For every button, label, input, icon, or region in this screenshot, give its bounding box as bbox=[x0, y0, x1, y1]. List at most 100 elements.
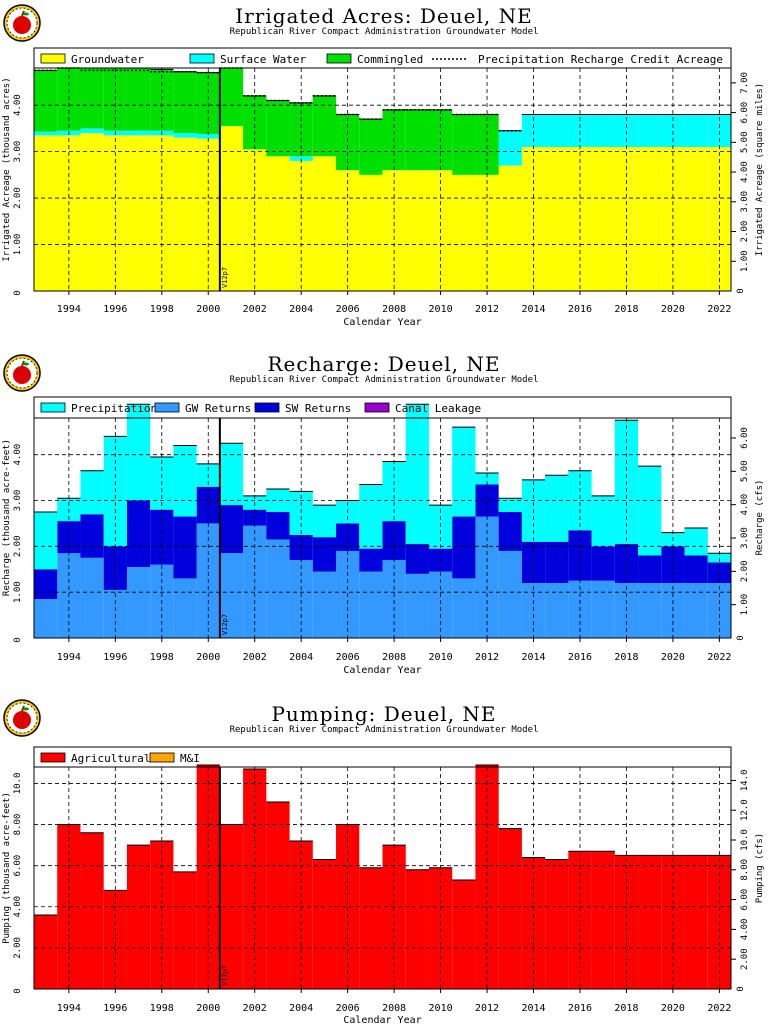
y-tick-label: 8.00 bbox=[13, 814, 23, 836]
y-right-tick-label: 3.00 bbox=[740, 527, 750, 549]
x-tick-label: 2016 bbox=[568, 304, 592, 315]
y-tick-label: 10.0 bbox=[13, 773, 23, 795]
x-axis-label: Calendar Year bbox=[343, 1015, 421, 1024]
x-axis-label: Calendar Year bbox=[343, 665, 421, 676]
bar-gw-returns bbox=[638, 583, 662, 638]
x-tick-label: 1998 bbox=[150, 1003, 174, 1014]
bar-sw-returns bbox=[614, 544, 639, 583]
x-tick-label: 2008 bbox=[382, 1003, 406, 1014]
x-tick-label: 2000 bbox=[196, 1003, 220, 1014]
x-tick-label: 1994 bbox=[57, 652, 81, 663]
y-tick-label: 4.00 bbox=[13, 444, 23, 466]
bar-gw-returns bbox=[591, 580, 615, 638]
chart-title: Irrigated Acres: Deuel, NE bbox=[235, 4, 533, 28]
bar-agricultural bbox=[80, 832, 104, 989]
y-tick-label: 2.00 bbox=[13, 187, 23, 209]
legend-swatch bbox=[40, 752, 66, 763]
bar-commingled bbox=[266, 100, 290, 157]
x-tick-label: 1996 bbox=[103, 652, 127, 663]
x-tick-label: 2020 bbox=[661, 652, 685, 663]
bar-precipitation bbox=[359, 484, 383, 549]
y-right-tick-label: 2.00 bbox=[740, 221, 750, 243]
bar-sw-returns bbox=[312, 537, 337, 572]
version-marker-label: V12p7 bbox=[221, 614, 229, 635]
bar-precipitation bbox=[126, 404, 151, 501]
bar-gw-returns bbox=[359, 571, 383, 638]
y-right-tick-label: 5.00 bbox=[740, 131, 750, 153]
bar-agricultural bbox=[103, 890, 127, 989]
bar-agricultural bbox=[638, 855, 662, 989]
bar-sw-returns bbox=[219, 505, 244, 554]
bar-commingled bbox=[173, 71, 197, 134]
y-tick-label: 6.00 bbox=[13, 855, 23, 877]
legend-label: GW Returns bbox=[185, 402, 251, 415]
x-tick-label: 2004 bbox=[289, 652, 313, 663]
bar-surface-water bbox=[614, 114, 639, 147]
bar-sw-returns bbox=[126, 500, 151, 567]
y-right-tick-label: 10.0 bbox=[740, 829, 750, 851]
bar-precipitation bbox=[266, 489, 290, 512]
irrigated-acres-chart: V12p7 Groundwater Surface Water Commingled P… bbox=[2, 47, 765, 328]
version-marker-label: V12p7 bbox=[221, 267, 229, 288]
x-tick-label: 2006 bbox=[336, 652, 360, 663]
x-tick-label: 1998 bbox=[150, 304, 174, 315]
y-right-tick-label: 3.00 bbox=[740, 191, 750, 213]
bar-sw-returns bbox=[684, 555, 708, 583]
bar-agricultural bbox=[266, 801, 290, 989]
bar-sw-returns bbox=[359, 548, 383, 572]
bar-surface-water bbox=[568, 114, 592, 147]
x-tick-label: 2020 bbox=[661, 1003, 685, 1014]
bar-sw-returns bbox=[591, 546, 615, 581]
chart-title: Pumping: Deuel, NE bbox=[271, 702, 497, 726]
legend-swatch bbox=[40, 402, 66, 413]
y-right-axis-label: Pumping (cfs) bbox=[755, 833, 765, 903]
bar-gw-returns bbox=[475, 516, 499, 638]
x-tick-label: 2018 bbox=[614, 652, 638, 663]
bar-groundwater bbox=[498, 165, 522, 291]
y-right-tick-label: 4.00 bbox=[740, 494, 750, 516]
bar-gw-returns bbox=[428, 571, 453, 638]
bar-groundwater bbox=[243, 149, 267, 291]
x-tick-label: 2006 bbox=[336, 1003, 360, 1014]
bar-groundwater bbox=[34, 135, 58, 291]
plot-frame bbox=[33, 396, 732, 639]
y-right-tick-label: 6.00 bbox=[740, 427, 750, 449]
bar-surface-water bbox=[684, 114, 708, 147]
bar-agricultural bbox=[312, 859, 337, 989]
bar-gw-returns bbox=[498, 550, 522, 638]
bar-precipitation bbox=[591, 495, 615, 547]
legend-swatch bbox=[154, 402, 180, 413]
legend-swatch bbox=[326, 53, 352, 64]
bar-agricultural bbox=[568, 851, 592, 989]
bar-agricultural bbox=[498, 828, 522, 989]
bar-commingled bbox=[405, 109, 429, 171]
irrigated-acres-panel: Irrigated Acres: Deuel, NE Republican Ri… bbox=[0, 0, 768, 340]
x-tick-label: 1998 bbox=[150, 652, 174, 663]
y-right-tick-label: 0 bbox=[736, 288, 746, 293]
bar-surface-water bbox=[126, 130, 151, 136]
bar-sw-returns bbox=[34, 569, 58, 600]
legend-label: M&I bbox=[180, 752, 200, 765]
x-tick-label: 2022 bbox=[707, 1003, 731, 1014]
y-tick-label: 4.00 bbox=[13, 94, 23, 116]
bar-sw-returns bbox=[266, 511, 290, 540]
bar-surface-water bbox=[173, 133, 197, 138]
bar-sw-returns bbox=[475, 484, 499, 517]
bar-agricultural bbox=[545, 859, 569, 989]
y-tick-label: 0 bbox=[13, 290, 23, 295]
x-tick-label: 2012 bbox=[475, 652, 499, 663]
bar-sw-returns bbox=[405, 544, 429, 574]
x-axis-label: Calendar Year bbox=[343, 317, 421, 328]
bar-surface-water bbox=[521, 114, 546, 147]
bar-groundwater bbox=[173, 137, 197, 291]
x-tick-label: 2014 bbox=[521, 652, 545, 663]
y-right-axis-label: Recharge (cfs) bbox=[755, 480, 765, 556]
bar-sw-returns bbox=[638, 555, 662, 583]
y-right-tick-label: 5.00 bbox=[740, 460, 750, 482]
x-tick-label: 2000 bbox=[196, 304, 220, 315]
bar-commingled bbox=[243, 95, 267, 150]
y-right-tick-label: 6.00 bbox=[740, 102, 750, 124]
bar-groundwater bbox=[57, 135, 81, 291]
bar-gw-returns bbox=[545, 583, 569, 638]
bar-precipitation bbox=[684, 528, 708, 556]
